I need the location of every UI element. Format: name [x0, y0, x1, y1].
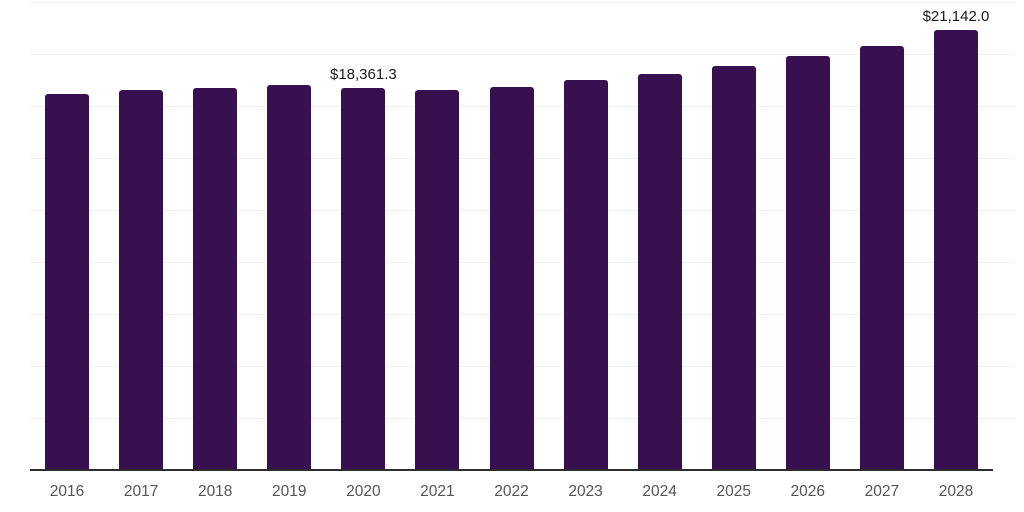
- bar-2027[interactable]: [859, 45, 904, 470]
- x-tick-label-2028: 2028: [938, 483, 974, 500]
- bar-2023[interactable]: [563, 80, 608, 470]
- data-label-2028: $21,142.0: [922, 8, 990, 26]
- bar-2026[interactable]: [785, 55, 830, 470]
- x-tick-label-2023: 2023: [568, 483, 603, 500]
- x-axis-line: [30, 469, 993, 471]
- x-tick-label-2019: 2019: [272, 483, 307, 500]
- x-tick-label-2026: 2026: [790, 483, 826, 500]
- gridline: [29, 54, 1015, 55]
- bar-2025[interactable]: [711, 65, 756, 470]
- data-label-2020: $18,361.3: [329, 66, 397, 84]
- bar-2019[interactable]: [267, 85, 312, 470]
- x-tick-label-2016: 2016: [49, 483, 85, 500]
- x-tick-label-2020: 2020: [346, 483, 381, 500]
- bar-2018[interactable]: [193, 88, 238, 470]
- x-tick-label-2018: 2018: [197, 483, 233, 500]
- bar-2020[interactable]: [341, 88, 386, 470]
- bar-2016[interactable]: [45, 93, 90, 470]
- gridline: [29, 2, 1015, 3]
- x-tick-label-2027: 2027: [864, 483, 900, 500]
- x-tick-label-2022: 2022: [494, 483, 529, 500]
- x-tick-label-2024: 2024: [642, 483, 677, 500]
- x-tick-label-2017: 2017: [123, 483, 159, 500]
- bar-2022[interactable]: [489, 86, 534, 470]
- bar-2017[interactable]: [119, 90, 164, 470]
- bar-2021[interactable]: [415, 89, 460, 470]
- bar-2028[interactable]: [933, 30, 978, 470]
- x-tick-label-2025: 2025: [716, 483, 751, 500]
- x-tick-label-2021: 2021: [420, 483, 455, 500]
- bar-2024[interactable]: [637, 73, 682, 470]
